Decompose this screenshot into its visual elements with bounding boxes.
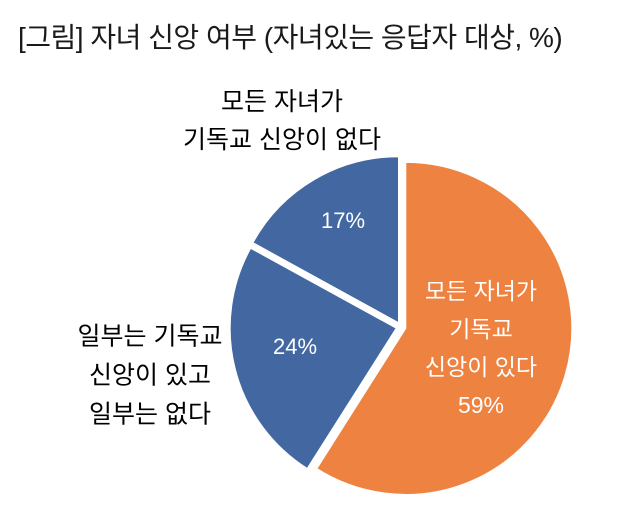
callout-line: 신앙이 있고 [89,361,211,390]
slice-label-line: 59% [457,392,505,418]
callout-line: 일부는 없다 [89,400,211,429]
slice-label-line: 모든 자녀가 [424,278,538,304]
pct-label-none: 17% [320,208,366,233]
callout-line: 모든 자녀가 [221,88,343,116]
pie-slice-59pct [316,161,573,495]
pie-slice-17pct [252,156,399,324]
pie-slice-24pct [229,247,397,470]
callout-label-none-christian: 모든 자녀가 기독교 신앙이 없다 [183,83,381,159]
callout-line: 기독교 신앙이 없다 [183,126,381,154]
slice-label-line: 신앙이 있다 [424,354,538,380]
slice-label-all-christian: 모든 자녀가 기독교 신앙이 있다 59% [425,272,537,424]
callout-label-partial-christian: 일부는 기독교 신앙이 있고 일부는 없다 [78,318,223,435]
slice-label-line: 기독교 [449,316,513,342]
chart-title: [그림] 자녀 신앙 여부 (자녀있는 응답자 대상, %) [18,22,563,53]
callout-line: 일부는 기독교 [77,322,223,351]
pct-label-partial: 24% [272,334,318,359]
